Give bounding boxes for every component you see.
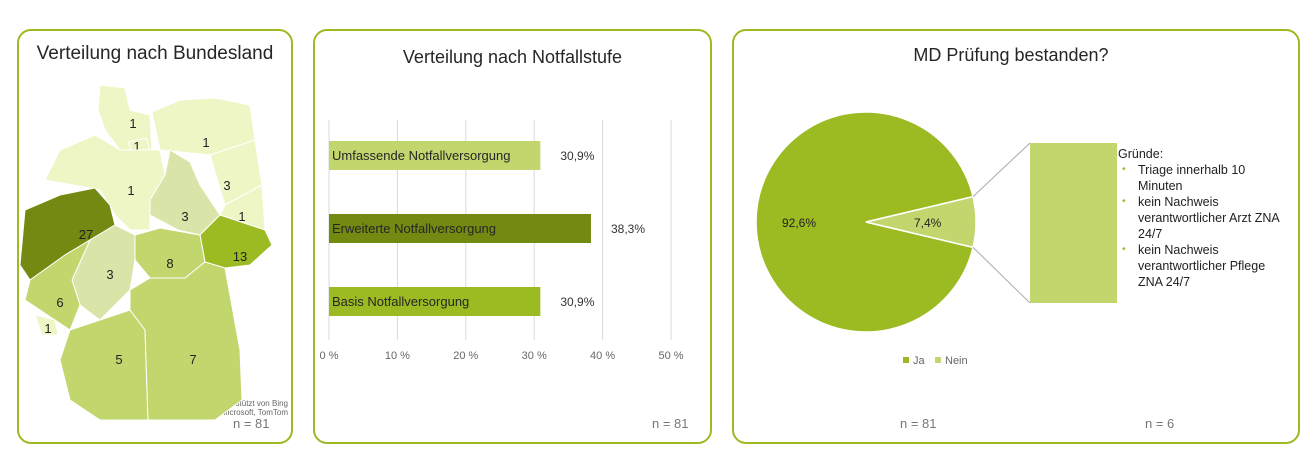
x-tick-label: 40 % xyxy=(590,350,615,362)
bar-category-label: Erweiterte Notfallversorgung xyxy=(332,221,496,236)
pie-title: MD Prüfung bestanden? xyxy=(913,45,1109,65)
pie-label-nein: 7,4% xyxy=(914,216,942,230)
attribution-sources: © GeoNames, Microsoft, TomTom xyxy=(168,408,288,417)
map-region-label: 1 xyxy=(129,116,136,131)
map-region xyxy=(129,261,243,421)
pie-n-left: n = 81 xyxy=(900,416,937,431)
bar-category-label: Basis Notfallversorgung xyxy=(332,294,469,309)
bar xyxy=(329,214,591,243)
bar-category-label: Umfassende Notfallversorgung xyxy=(332,148,510,163)
reasons-text: Gründe: Triage innerhalb 10 Minuten kein… xyxy=(1118,146,1283,290)
connector-line xyxy=(972,142,1031,198)
bar-value-label: 30,9% xyxy=(560,149,594,163)
pie-label-ja: 92,6% xyxy=(782,216,816,230)
pie-n-right: n = 6 xyxy=(1145,416,1175,431)
legend-swatch xyxy=(935,357,941,363)
map-region-label: 3 xyxy=(106,267,113,282)
map-region-label: 1 xyxy=(127,183,134,198)
map-region-label: 1 xyxy=(202,135,209,150)
x-tick-label: 0 % xyxy=(320,350,339,362)
map-region xyxy=(24,238,92,331)
reasons-box xyxy=(1030,143,1117,303)
x-tick-label: 10 % xyxy=(385,350,410,362)
map-region-label: 1 xyxy=(133,139,140,154)
reason-item: kein Nachweis verantwortlicher Pflege ZN… xyxy=(1122,242,1283,290)
connector-line xyxy=(972,246,1031,304)
map-region xyxy=(59,309,149,421)
bar xyxy=(329,141,541,170)
map-title: Verteilung nach Bundesland xyxy=(36,43,274,64)
map-region xyxy=(34,314,59,336)
reason-item: Triage innerhalb 10 Minuten xyxy=(1122,162,1283,194)
bar-value-label: 38,3% xyxy=(611,222,645,236)
map-region-label: 1 xyxy=(44,321,51,336)
x-tick-label: 30 % xyxy=(522,350,547,362)
bar-n: n = 81 xyxy=(652,416,689,431)
pie-slice-nein xyxy=(865,195,977,249)
map-region-label: 7 xyxy=(189,352,196,367)
map-region-label: 6 xyxy=(56,295,63,310)
map-region-label: 3 xyxy=(223,178,230,193)
map-region xyxy=(151,97,256,156)
map-region-label: 13 xyxy=(233,249,247,264)
reason-item: kein Nachweis verantwortlicher Arzt ZNA … xyxy=(1122,194,1283,242)
x-tick-label: 50 % xyxy=(658,350,683,362)
x-tick-label: 20 % xyxy=(453,350,478,362)
pie-slice-ja xyxy=(755,111,974,333)
map-region-label: 8 xyxy=(166,256,173,271)
attribution-bing: Unterstützt von Bing xyxy=(215,399,288,408)
reasons-title: Gründe: xyxy=(1118,147,1164,161)
map-attribution: Unterstützt von Bing © GeoNames, Microso… xyxy=(140,399,288,417)
bar-title: Verteilung nach Notfallstufe xyxy=(402,47,623,67)
map-region-label: 3 xyxy=(181,209,188,224)
reasons-list: Triage innerhalb 10 Minuten kein Nachwei… xyxy=(1118,162,1283,290)
legend-swatch xyxy=(903,357,909,363)
map-region-label: 27 xyxy=(79,227,93,242)
legend-label: Nein xyxy=(945,355,968,367)
map-n: n = 81 xyxy=(233,416,270,431)
map-region-label: 5 xyxy=(115,352,122,367)
legend-label: Ja xyxy=(913,355,926,367)
bar-value-label: 30,9% xyxy=(560,295,594,309)
map-region-label: 1 xyxy=(238,209,245,224)
bar xyxy=(329,287,541,316)
